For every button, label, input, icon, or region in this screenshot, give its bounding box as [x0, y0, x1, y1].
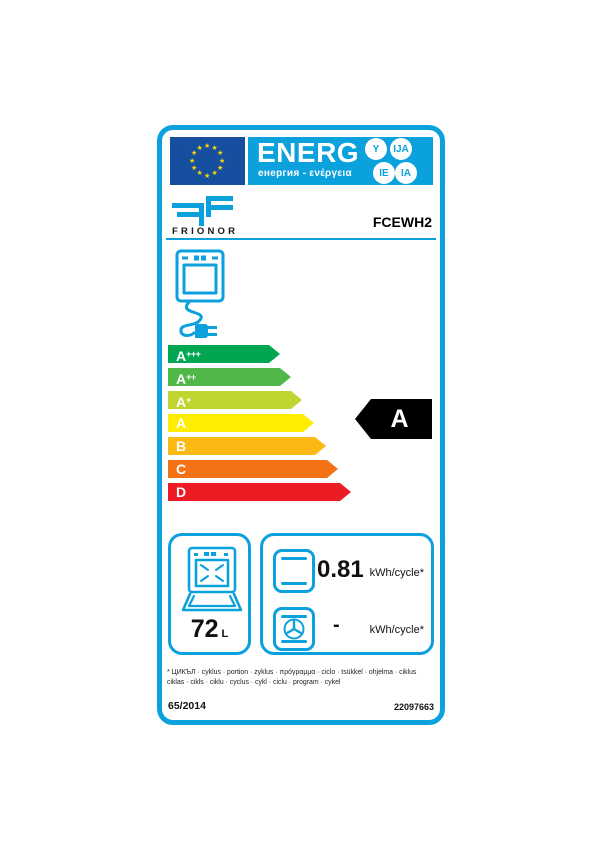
rating-letter: A	[390, 404, 409, 433]
fan-energy-unit: kWh/cycle*	[369, 624, 424, 636]
brand-name: FRIONOR	[172, 226, 239, 237]
eu-star-icon: ★	[211, 144, 218, 152]
cycle-footnote: * ЦИКЪЛ · cyklus · portion · zyklus · πρ…	[167, 668, 435, 688]
oven-cavity-icon	[181, 546, 243, 629]
energ-suffix-ija-badge: IJA	[390, 138, 412, 160]
eu-star-icon: ★	[211, 170, 218, 178]
fan-heating-icon	[273, 607, 315, 651]
model-number: FCEWH2	[372, 214, 432, 230]
fan-energy-value: -	[333, 614, 340, 636]
scale-grade-label: A++	[176, 371, 196, 387]
scale-grade-label: B	[176, 438, 187, 454]
energ-suffix-y-badge: Y	[365, 138, 387, 160]
eu-star-icon: ★	[191, 150, 198, 157]
scale-grade-label: D	[176, 484, 187, 500]
eu-star-icon: ★	[189, 157, 196, 165]
energy-label: ★ ★ ★ ★ ★ ★ ★ ★ ★ ★ ★ ★ ENERG енергия - ενέργεια Y …	[157, 125, 445, 725]
eu-star-icon: ★	[196, 144, 203, 152]
scale-grade-label: C	[176, 461, 187, 477]
conventional-energy-value: 0.81	[317, 556, 364, 583]
cycle-footnote-line1: * ЦИКЪЛ · cyklus · portion · zyklus · πρ…	[167, 669, 417, 676]
scale-arrow-a: A	[168, 414, 314, 432]
eu-star-icon: ★	[196, 170, 203, 178]
oven-plug-icon	[168, 248, 238, 345]
eu-star-icon: ★	[191, 165, 198, 172]
eu-flag-icon: ★ ★ ★ ★ ★ ★ ★ ★ ★ ★ ★ ★	[170, 137, 245, 185]
volume-box: 72 L	[168, 533, 251, 655]
scale-arrow-b: B	[168, 437, 326, 455]
rating-arrow: A	[355, 399, 432, 439]
scale-arrow-app: A++	[168, 368, 291, 386]
header-divider	[166, 238, 436, 240]
label-code: 22097663	[393, 702, 434, 712]
energ-suffix-ia-badge: IA	[395, 162, 417, 184]
scale-grade-label: A+	[176, 394, 191, 410]
efficiency-scale: A+++ A++ A+ A B C D	[168, 345, 351, 506]
scale-arrow-c: C	[168, 460, 338, 478]
energ-suffix-ie-badge: IE	[373, 162, 395, 184]
cavity-volume-value: 72	[190, 615, 219, 643]
brand-logo-icon	[172, 196, 236, 231]
scale-grade-label: A+++	[176, 348, 201, 364]
energ-header: ENERG енергия - ενέργεια Y IJA IE IA	[248, 137, 433, 185]
cavity-volume-unit: L	[221, 628, 229, 640]
eu-star-icon: ★	[216, 150, 224, 157]
energ-title: ENERG	[257, 137, 360, 168]
energy-consumption-box: 0.81 kWh/cycle* - kWh/cycle*	[260, 533, 434, 655]
energ-subtitle: енергия - ενέργεια	[258, 168, 352, 179]
eu-star-icon: ★	[204, 172, 211, 180]
eu-star-icon: ★	[219, 157, 226, 165]
conventional-energy-unit: kWh/cycle*	[369, 567, 424, 579]
regulation-number: 65/2014	[168, 700, 206, 712]
scale-arrow-appp: A+++	[168, 345, 280, 363]
cycle-footnote-line2: ciklas · cikls · ciklu · cyclus · cykl ·…	[167, 679, 341, 686]
eu-star-icon: ★	[216, 165, 224, 172]
scale-arrow-ap: A+	[168, 391, 302, 409]
scale-grade-label: A	[176, 415, 187, 431]
scale-arrow-d: D	[168, 483, 351, 501]
eu-star-icon: ★	[204, 142, 211, 150]
conventional-heating-icon	[273, 549, 315, 593]
